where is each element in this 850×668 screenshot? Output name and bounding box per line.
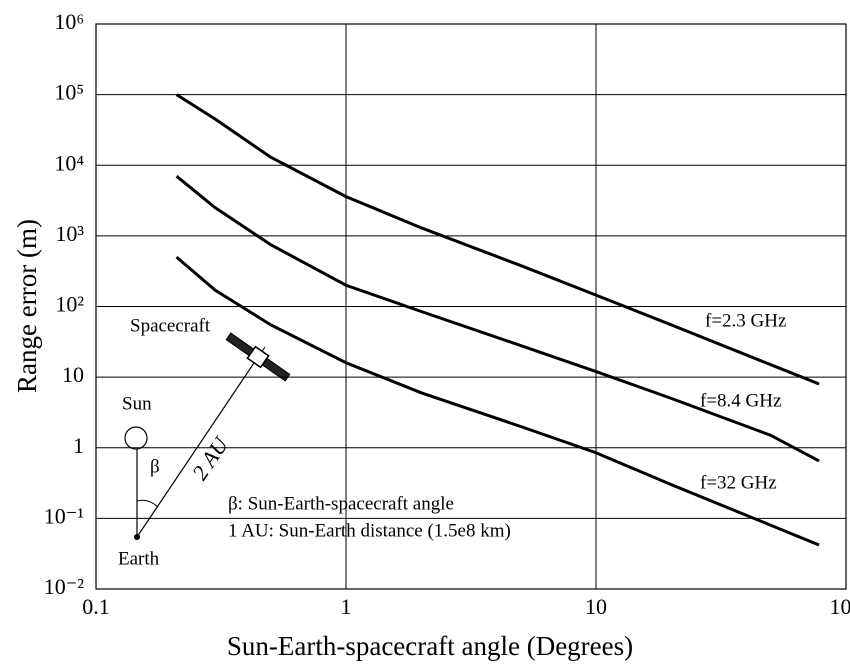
y-tick-label: 10⁻¹ [44, 503, 84, 528]
annotation: Spacecraft [130, 315, 211, 336]
earth-dot [134, 534, 140, 540]
sun-icon [124, 426, 148, 450]
annotation: Sun [122, 393, 152, 414]
earth-spacecraft-line [136, 356, 259, 538]
angle-arc [136, 499, 159, 508]
series-label: f=2.3 GHz [705, 310, 786, 331]
y-tick-label: 1 [73, 433, 84, 458]
spacecraft-icon [225, 332, 291, 382]
series-line [175, 255, 820, 547]
y-axis-title: Range error (m) [12, 219, 42, 393]
y-tick-label: 10⁴ [54, 150, 84, 175]
series-label: f=32 GHz [700, 472, 777, 493]
series-label: f=8.4 GHz [700, 390, 781, 411]
y-tick-label: 10 [62, 362, 84, 387]
plot-frame [95, 23, 847, 590]
annotation: 2 AU [187, 431, 234, 484]
series-line [175, 93, 820, 386]
annotation: β: Sun-Earth-spacecraft angle [228, 493, 454, 514]
y-tick-label: 10⁻² [44, 574, 85, 599]
annotation: β [150, 456, 160, 477]
y-tick-label: 10² [55, 292, 84, 317]
x-tick-label: 1 [341, 594, 352, 619]
x-axis-title: Sun-Earth-spacecraft angle (Degrees) [227, 631, 633, 661]
x-tick-label: 100 [830, 594, 850, 619]
annotation: 1 AU: Sun-Earth distance (1.5e8 km) [228, 520, 511, 541]
annotation: Earth [118, 548, 160, 569]
series-line [175, 175, 820, 463]
x-tick-label: 10 [585, 594, 607, 619]
x-tick-label: 0.1 [82, 594, 110, 619]
diagram [124, 332, 291, 540]
y-tick-label: 10⁶ [54, 9, 84, 34]
y-tick-label: 10⁵ [54, 80, 84, 105]
y-tick-label: 10³ [55, 221, 84, 246]
